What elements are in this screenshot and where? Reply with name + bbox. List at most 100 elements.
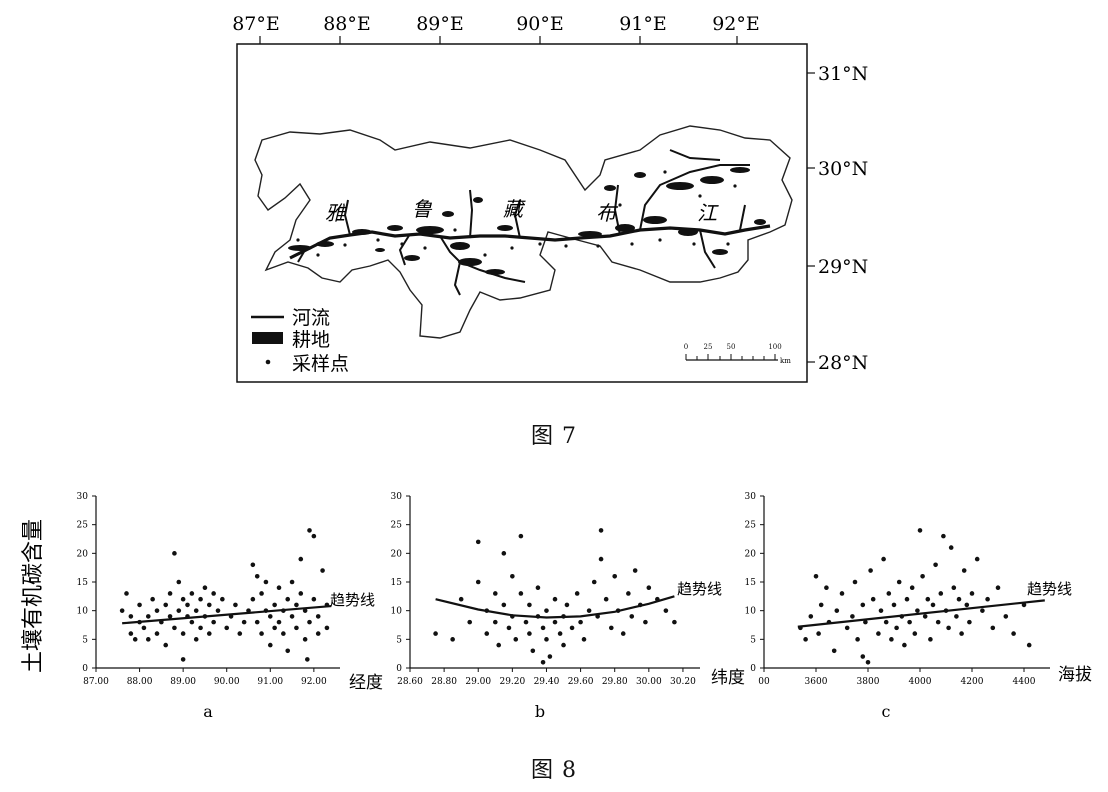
panel-c-point bbox=[954, 614, 959, 619]
panel-b-point bbox=[544, 608, 549, 613]
panel-b-point bbox=[561, 642, 566, 648]
panel-a-ytick-label: 15 bbox=[77, 578, 89, 588]
panel-c-point bbox=[904, 596, 910, 602]
panel-c-point bbox=[889, 637, 894, 642]
lon-label-90: 90°E bbox=[516, 13, 564, 35]
panel-a-point bbox=[163, 602, 169, 608]
panel-b-point bbox=[506, 625, 512, 631]
panel-c-point bbox=[912, 631, 918, 636]
panel-a-point bbox=[189, 619, 195, 625]
panel-c-point bbox=[896, 579, 902, 585]
panel-c-point bbox=[922, 614, 928, 619]
scale-tick-100: 100 bbox=[768, 343, 781, 351]
panel-a-ytick-label: 0 bbox=[82, 664, 88, 674]
panel-c-point bbox=[938, 591, 944, 596]
panel-a-point bbox=[150, 596, 155, 602]
panel-b-ytick-label: 30 bbox=[391, 492, 403, 502]
basin-outline bbox=[254, 125, 793, 339]
panel-b-point bbox=[433, 631, 438, 636]
panel-a-point bbox=[237, 631, 243, 636]
panel-a-point bbox=[154, 608, 160, 613]
scatter-panel-c: 0 5 10 15 20 25 30 00 3600 3800 4000 4200 4400 bbox=[745, 492, 1050, 687]
panel-c-point bbox=[831, 648, 837, 654]
lat-label-30: 30°N bbox=[818, 158, 868, 180]
panel-c-point bbox=[990, 625, 996, 631]
panel-c-point bbox=[985, 596, 990, 602]
cultivated-land bbox=[288, 167, 766, 275]
panel-b-point bbox=[492, 591, 498, 596]
lon-tick-marks bbox=[259, 36, 738, 44]
panel-b-point bbox=[612, 573, 618, 579]
panel-a-point bbox=[211, 619, 216, 625]
scale-unit: km bbox=[780, 357, 791, 365]
panel-b-trend-line bbox=[435, 595, 675, 619]
panel-c-point bbox=[959, 631, 964, 636]
panel-a-point bbox=[145, 614, 151, 619]
lon-label-88: 88°E bbox=[323, 13, 371, 35]
lon-label-91: 91°E bbox=[619, 13, 667, 35]
map-frame bbox=[236, 43, 808, 383]
panel-c-trend-line bbox=[797, 599, 1045, 628]
panel-c-point bbox=[839, 591, 845, 596]
panel-b-point bbox=[672, 619, 677, 625]
panel-a-point bbox=[202, 585, 208, 591]
panel-b-xtick-label: 30.00 bbox=[636, 677, 662, 687]
panel-b-xtick-label: 30.20 bbox=[670, 677, 696, 687]
panel-a-point bbox=[263, 579, 269, 585]
panel-c-point bbox=[868, 568, 873, 573]
panel-a-point bbox=[267, 642, 273, 648]
panel-c-point bbox=[935, 619, 941, 625]
panel-b-xtick-label: 28.60 bbox=[397, 677, 423, 687]
panel-c-point bbox=[865, 659, 871, 665]
panel-c-point bbox=[974, 556, 980, 562]
panel-c-point bbox=[894, 625, 899, 631]
panel-a-xtick-label: 88.00 bbox=[127, 677, 153, 687]
panel-c-ytick-label: 10 bbox=[745, 607, 757, 617]
panel-b-point bbox=[552, 596, 558, 602]
panel-c-point bbox=[886, 591, 892, 596]
panel-c-ytick-label: 5 bbox=[750, 635, 756, 645]
panel-a-point bbox=[250, 596, 256, 602]
panel-a-trend-label: 趋势线 bbox=[330, 591, 375, 609]
panel-b-point bbox=[629, 614, 635, 619]
figure8-charts: 土壤有机碳含量 0 5 10 15 20 25 30 87.00 88.00 89.00 90.00… bbox=[21, 492, 1092, 721]
panel-a-point bbox=[224, 625, 230, 631]
panel-c-point bbox=[844, 625, 850, 631]
panel-a-trend-line bbox=[122, 604, 332, 625]
river-label-char-2: 鲁 bbox=[412, 197, 433, 221]
panel-a-point bbox=[289, 579, 295, 585]
panel-a-point bbox=[172, 551, 177, 556]
panel-c-point bbox=[870, 596, 876, 602]
panel-b-point bbox=[578, 619, 583, 625]
panel-a-point bbox=[315, 631, 321, 636]
panel-c-point bbox=[816, 631, 821, 636]
panel-b-point bbox=[501, 602, 507, 608]
lat-label-29: 29°N bbox=[818, 256, 868, 278]
panel-a-point bbox=[276, 585, 282, 591]
panel-a-point bbox=[124, 591, 129, 596]
panel-a-point bbox=[289, 614, 295, 619]
panel-b-point bbox=[523, 619, 529, 625]
panel-c-xtick-label: 4200 bbox=[961, 677, 984, 687]
panel-a-point bbox=[172, 625, 177, 631]
panel-a-point bbox=[180, 631, 186, 636]
panel-c-point bbox=[964, 602, 970, 608]
panel-a-xlabel: 经度 bbox=[349, 673, 383, 693]
panel-b-point bbox=[496, 642, 502, 648]
legend-river-label: 河流 bbox=[292, 307, 330, 329]
panel-b-point bbox=[510, 573, 515, 579]
panel-b-point bbox=[663, 608, 669, 613]
panel-b-point bbox=[626, 591, 631, 596]
lat-tick-marks bbox=[807, 72, 815, 363]
panel-a-point bbox=[294, 602, 299, 608]
panel-a-point bbox=[241, 619, 247, 625]
panel-a-point bbox=[198, 596, 203, 602]
panel-a-point bbox=[298, 591, 304, 596]
panel-a-ytick-label: 30 bbox=[77, 492, 89, 502]
panel-c-point bbox=[855, 637, 860, 642]
panel-b-point bbox=[591, 579, 597, 585]
panel-a-point bbox=[233, 602, 238, 608]
figure7-map: 87°E 88°E 89°E 90°E 91°E 92°E 31°N 30°N … bbox=[232, 13, 868, 383]
panel-a-point bbox=[250, 562, 256, 568]
panel-b-point bbox=[492, 619, 498, 625]
